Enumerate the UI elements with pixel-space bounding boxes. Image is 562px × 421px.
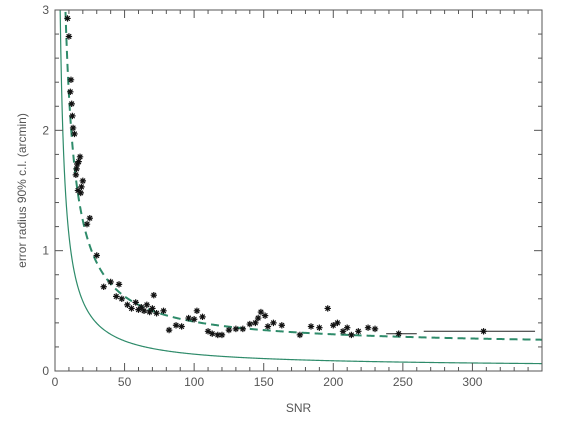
data-point xyxy=(113,293,120,300)
dashed-fit-curve xyxy=(64,10,542,341)
data-point xyxy=(124,301,131,309)
data-point xyxy=(86,214,93,222)
data-point xyxy=(65,33,73,40)
solid-fit-curve xyxy=(59,10,542,365)
data-point xyxy=(264,323,272,330)
x-tick-label: 300 xyxy=(462,375,482,389)
data-point xyxy=(252,319,259,327)
data-point xyxy=(76,153,84,161)
data-point xyxy=(193,307,201,315)
data-point xyxy=(128,305,135,312)
data-point xyxy=(100,283,107,290)
x-tick-label: 150 xyxy=(254,375,274,389)
data-point xyxy=(115,281,123,288)
data-point xyxy=(395,330,402,337)
data-point xyxy=(296,331,304,339)
data-point xyxy=(165,326,173,334)
data-point xyxy=(178,323,185,330)
data-point xyxy=(190,316,198,323)
data-point xyxy=(239,325,247,333)
data-point xyxy=(316,324,323,331)
y-axis-title: error radius 90% c.l. (arcmin) xyxy=(15,113,29,268)
data-point xyxy=(371,325,379,333)
data-point xyxy=(71,130,78,138)
data-point xyxy=(254,314,262,322)
data-point xyxy=(150,291,157,299)
data-point xyxy=(93,252,100,259)
data-point xyxy=(149,305,156,312)
data-point xyxy=(209,330,216,337)
data-point xyxy=(185,314,192,322)
y-tick-label: 1 xyxy=(42,244,49,258)
data-point xyxy=(64,15,71,22)
data-point xyxy=(339,328,347,335)
data-point xyxy=(355,328,362,335)
x-tick-label: 0 xyxy=(52,375,59,389)
data-point xyxy=(348,331,355,339)
x-tick-label: 100 xyxy=(184,375,204,389)
data-point xyxy=(261,312,269,319)
data-point xyxy=(69,124,77,132)
data-point xyxy=(72,171,80,179)
data-point xyxy=(67,76,75,83)
data-point xyxy=(146,308,153,316)
data-point xyxy=(132,299,139,306)
data-point xyxy=(218,331,226,339)
data-point xyxy=(307,323,315,330)
y-tick-label: 2 xyxy=(42,123,49,137)
data-point xyxy=(68,100,75,108)
data-point xyxy=(118,295,125,302)
data-point xyxy=(480,328,487,335)
data-point xyxy=(153,310,160,317)
data-point xyxy=(160,307,167,315)
data-point xyxy=(324,305,331,312)
data-point xyxy=(204,328,212,335)
data-point xyxy=(77,189,84,197)
data-point xyxy=(107,278,114,286)
data-point xyxy=(246,320,253,328)
tick-labels: 0 50 100 150 200 250 300 0 1 2 3 xyxy=(42,3,482,389)
data-point xyxy=(83,220,91,228)
data-point xyxy=(74,160,81,168)
data-point xyxy=(140,307,148,315)
data-point xyxy=(257,308,265,316)
y-tick-label: 0 xyxy=(42,364,49,378)
data-point xyxy=(138,304,145,311)
data-point xyxy=(78,183,85,191)
data-point xyxy=(330,322,337,329)
data-point xyxy=(75,158,82,165)
x-tick-label: 200 xyxy=(323,375,343,389)
y-tick-label: 3 xyxy=(42,3,49,17)
data-point xyxy=(172,322,180,329)
data-point xyxy=(73,165,80,173)
data-point xyxy=(214,331,221,339)
plot-frame xyxy=(54,9,543,372)
data-point xyxy=(74,187,82,194)
axis-ticks xyxy=(54,9,543,372)
data-point xyxy=(364,324,372,331)
data-point xyxy=(79,177,87,185)
data-point xyxy=(67,88,74,96)
x-axis-title: SNR xyxy=(286,401,312,415)
x-tick-label: 250 xyxy=(393,375,413,389)
data-point xyxy=(69,112,76,120)
data-point xyxy=(225,326,233,334)
data-point xyxy=(278,322,285,329)
data-point xyxy=(135,306,142,313)
plot-background xyxy=(55,10,542,371)
plot-series xyxy=(59,10,542,365)
data-point xyxy=(232,325,240,333)
data-point xyxy=(199,313,206,321)
data-point xyxy=(270,319,277,327)
data-point xyxy=(334,319,341,327)
data-point xyxy=(344,324,351,331)
x-tick-label: 50 xyxy=(118,375,132,389)
data-point xyxy=(143,301,151,309)
